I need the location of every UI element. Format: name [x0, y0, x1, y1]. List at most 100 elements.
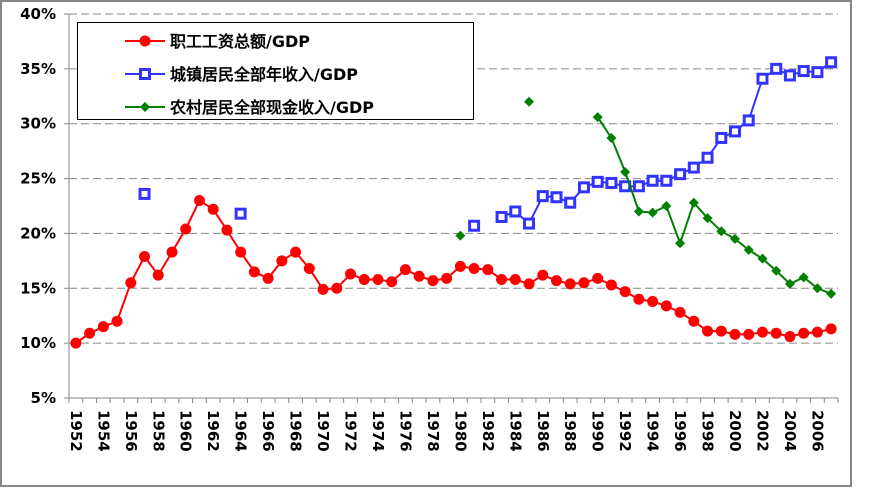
y-tick-label: 15% [20, 279, 56, 297]
x-tick-label: 2004 [781, 410, 799, 452]
data-point [317, 283, 329, 295]
data-point [605, 176, 618, 189]
legend-label: 农村居民全部现金收入/GDP [169, 98, 374, 117]
data-point [784, 278, 795, 289]
data-point [811, 326, 823, 338]
legend-marker [140, 102, 150, 112]
data-point [372, 274, 384, 286]
y-tick-label: 30% [20, 115, 56, 133]
x-tick-label: 1968 [287, 410, 305, 452]
data-point [660, 300, 672, 312]
data-point [743, 244, 754, 255]
y-tick-label: 25% [20, 170, 56, 188]
x-tick-label: 1998 [699, 410, 717, 452]
legend-entry: 城镇居民全部年收入/GDP [125, 65, 358, 84]
data-point [771, 265, 782, 276]
data-point [454, 260, 466, 272]
data-point [784, 331, 796, 343]
y-tick-labels: 5% 10% 15% 20% 25% 30% 35% 40% [20, 5, 56, 407]
data-point [825, 323, 837, 335]
x-tick-label: 1994 [644, 410, 662, 452]
data-point [633, 206, 644, 217]
x-tick-label: 1972 [342, 410, 360, 452]
x-tick-label: 2000 [726, 410, 744, 452]
data-point [207, 203, 219, 215]
legend-label: 城镇居民全部年收入/GDP [170, 65, 358, 84]
data-point [97, 321, 109, 333]
data-point [386, 276, 398, 288]
data-point [345, 268, 357, 280]
data-point [674, 306, 686, 318]
data-point [482, 264, 494, 276]
data-point [221, 224, 233, 236]
data-point [674, 168, 687, 181]
data-point [331, 282, 343, 294]
data-point [770, 62, 783, 75]
data-point [468, 219, 481, 232]
legend-marker [139, 35, 151, 47]
data-point [509, 274, 521, 286]
data-point [84, 327, 96, 339]
x-tick-label: 1962 [204, 410, 222, 452]
data-point [276, 255, 288, 267]
data-point [633, 293, 645, 305]
x-tick-labels: 1952 1954 1956 1958 1960 1962 1964 1966 1968 1970… [67, 410, 827, 452]
data-point [757, 253, 768, 264]
series-line [75, 199, 832, 344]
data-point [770, 327, 782, 339]
data-point [455, 230, 466, 241]
x-tick-label: 1990 [589, 410, 607, 452]
x-tick-label: 1984 [506, 410, 524, 452]
data-point [811, 66, 824, 79]
x-tick-label: 2002 [753, 410, 771, 452]
data-point [826, 288, 837, 299]
data-point [578, 277, 590, 289]
x-tick-label: 1992 [616, 410, 634, 452]
x-tick-label: 1952 [67, 410, 85, 452]
y-tick-label: 35% [20, 60, 56, 78]
legend-marker [139, 68, 151, 80]
data-point [358, 274, 370, 286]
data-point [797, 65, 810, 78]
data-point [702, 325, 714, 337]
x-tick-label: 1982 [479, 410, 497, 452]
data-point [468, 263, 480, 275]
data-point [70, 337, 82, 349]
data-point [427, 275, 439, 287]
y-tick-label: 5% [31, 389, 56, 407]
data-point [716, 226, 727, 237]
x-tick-label: 1958 [149, 410, 167, 452]
data-point [577, 181, 590, 194]
series-line [596, 116, 832, 295]
data-point [234, 207, 247, 220]
y-tick-label: 40% [20, 5, 56, 23]
data-point [647, 207, 658, 218]
data-point [660, 174, 673, 187]
y-tick-label: 20% [20, 224, 56, 242]
data-point [675, 238, 686, 249]
x-tick-label: 1960 [177, 410, 195, 452]
data-point [564, 278, 576, 290]
data-point [661, 201, 672, 211]
series-square [138, 56, 838, 232]
data-point [783, 69, 796, 82]
x-tick-label: 1986 [534, 410, 552, 452]
data-point [537, 269, 549, 281]
series-circle [70, 195, 837, 349]
data-point [413, 270, 425, 282]
data-point [536, 190, 549, 203]
axes [64, 13, 839, 403]
data-point [620, 166, 631, 177]
data-point [798, 327, 810, 339]
data-point [509, 205, 522, 218]
data-point [496, 274, 508, 286]
y-tick-label: 10% [20, 334, 56, 352]
data-point [524, 96, 535, 107]
data-point [646, 174, 659, 187]
data-point [235, 246, 247, 258]
data-point [619, 286, 631, 298]
data-point [687, 161, 700, 174]
data-point [812, 283, 823, 294]
data-point [262, 272, 274, 284]
